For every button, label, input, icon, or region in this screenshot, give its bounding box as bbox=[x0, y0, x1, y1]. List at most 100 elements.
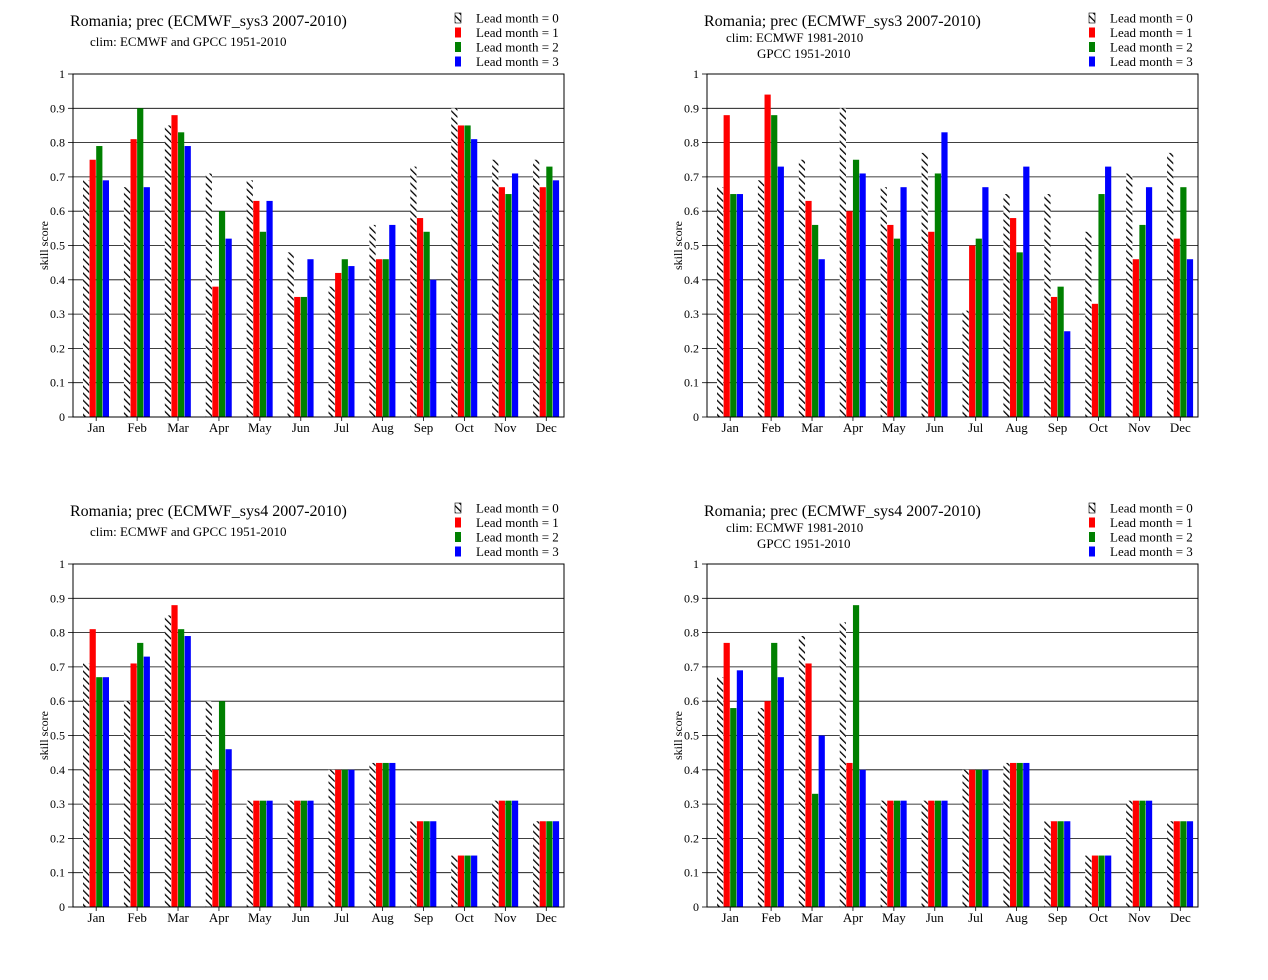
legend-swatch bbox=[1089, 27, 1095, 38]
bar-feb-lead1 bbox=[764, 701, 771, 907]
x-tick-label: Jun bbox=[292, 910, 311, 925]
plot-frame bbox=[72, 73, 565, 418]
y-tick-label: 0.2 bbox=[684, 831, 699, 845]
bar-mar-lead2 bbox=[178, 132, 185, 417]
bar-apr-lead1 bbox=[212, 286, 219, 417]
x-tick-label: Aug bbox=[1005, 420, 1028, 435]
bar-feb-lead2 bbox=[771, 115, 778, 417]
bar-aug-lead3 bbox=[1023, 762, 1030, 907]
x-tick-label: Jul bbox=[334, 910, 350, 925]
bar-nov-lead0 bbox=[492, 800, 499, 907]
x-tick-label: Mar bbox=[167, 420, 189, 435]
bar-apr-lead1 bbox=[212, 769, 219, 907]
legend-label: Lead month = 3 bbox=[1110, 544, 1193, 559]
bar-aug-lead0 bbox=[1003, 194, 1010, 417]
bar-oct-lead2 bbox=[464, 125, 471, 417]
x-tick-label: Apr bbox=[843, 910, 864, 925]
bar-may-lead3 bbox=[900, 800, 907, 907]
bar-dec-lead3 bbox=[552, 821, 560, 907]
legend-label: Lead month = 0 bbox=[1110, 501, 1193, 516]
bar-jan-lead1 bbox=[723, 115, 730, 417]
x-tick-label: Jun bbox=[926, 420, 945, 435]
bar-jan-lead0 bbox=[83, 663, 90, 907]
y-tick-label: 0 bbox=[693, 410, 699, 424]
bar-nov-lead1 bbox=[498, 187, 505, 417]
bar-aug-lead1 bbox=[1010, 762, 1017, 907]
bar-jan-lead0 bbox=[717, 677, 724, 907]
x-tick-label: Feb bbox=[761, 910, 781, 925]
bar-jun-lead0 bbox=[921, 800, 928, 907]
y-tick-label: 1 bbox=[693, 557, 699, 571]
y-tick-label: 0.2 bbox=[50, 341, 65, 355]
bar-jun-lead3 bbox=[941, 132, 948, 417]
legend-label: Lead month = 0 bbox=[1110, 11, 1193, 26]
bar-aug-lead0 bbox=[369, 762, 376, 907]
bar-sep-lead2 bbox=[423, 231, 430, 417]
bar-mar-lead1 bbox=[171, 115, 178, 417]
bar-dec-lead3 bbox=[1186, 259, 1194, 417]
x-tick-label: Sep bbox=[1048, 910, 1068, 925]
x-tick-label: Jul bbox=[968, 910, 984, 925]
y-tick-label: 0.7 bbox=[684, 170, 699, 184]
x-tick-label: Sep bbox=[414, 910, 434, 925]
y-tick-label: 0.5 bbox=[50, 729, 65, 743]
bar-aug-lead2 bbox=[382, 762, 389, 907]
x-tick-label: Jul bbox=[968, 420, 984, 435]
x-tick-label: Nov bbox=[494, 910, 517, 925]
bar-mar-lead2 bbox=[178, 629, 185, 907]
bar-may-lead0 bbox=[246, 800, 253, 907]
bar-mar-lead0 bbox=[798, 159, 806, 417]
y-axis-label: skill score bbox=[671, 711, 685, 760]
y-tick-label: 1 bbox=[693, 67, 699, 81]
bar-jun-lead0 bbox=[287, 252, 294, 417]
bar-sep-lead0 bbox=[410, 166, 417, 417]
x-tick-label: Feb bbox=[761, 420, 781, 435]
bar-oct-lead2 bbox=[464, 855, 471, 907]
bar-jun-lead0 bbox=[921, 152, 928, 417]
bar-dec-lead0 bbox=[1167, 821, 1174, 907]
bar-sep-lead1 bbox=[416, 821, 424, 907]
bar-jun-lead2 bbox=[934, 173, 941, 417]
x-tick-label: Dec bbox=[1170, 420, 1191, 435]
bar-mar-lead3 bbox=[818, 259, 825, 417]
y-tick-label: 0.7 bbox=[684, 660, 699, 674]
bar-feb-lead0 bbox=[123, 701, 131, 907]
x-tick-label: Jan bbox=[722, 910, 740, 925]
legend-swatch bbox=[454, 502, 462, 514]
bar-apr-lead2 bbox=[852, 605, 860, 907]
chart-title: Romania; prec (ECMWF_sys4 2007-2010) bbox=[70, 503, 347, 520]
bar-oct-lead1 bbox=[1091, 303, 1099, 417]
y-tick-label: 0.4 bbox=[50, 273, 65, 287]
bar-apr-lead1 bbox=[846, 762, 853, 907]
bar-mar-lead0 bbox=[164, 615, 172, 907]
bar-feb-lead1 bbox=[764, 94, 771, 417]
bar-jan-lead1 bbox=[89, 159, 96, 417]
y-tick-label: 0.2 bbox=[50, 831, 65, 845]
x-tick-label: Aug bbox=[371, 420, 394, 435]
y-tick-label: 0.7 bbox=[50, 660, 65, 674]
bar-nov-lead2 bbox=[1139, 800, 1146, 907]
bar-oct-lead3 bbox=[1105, 166, 1112, 417]
bar-may-lead0 bbox=[880, 800, 887, 907]
y-tick-label: 0.9 bbox=[50, 101, 65, 115]
legend-swatch bbox=[1088, 12, 1096, 24]
bar-may-lead2 bbox=[893, 238, 901, 417]
bar-dec-lead2 bbox=[546, 166, 553, 417]
x-tick-label: Mar bbox=[801, 420, 823, 435]
bar-dec-lead0 bbox=[1167, 152, 1174, 417]
plot-frame bbox=[706, 73, 1199, 418]
bar-jul-lead2 bbox=[341, 769, 348, 907]
bar-jan-lead2 bbox=[96, 146, 103, 417]
chart-subtitle: clim: ECMWF 1981-2010 bbox=[726, 520, 863, 535]
bar-sep-lead3 bbox=[430, 279, 437, 417]
bar-aug-lead3 bbox=[389, 762, 396, 907]
x-tick-label: May bbox=[882, 910, 906, 925]
y-tick-label: 0.4 bbox=[50, 763, 65, 777]
bar-dec-lead1 bbox=[1173, 821, 1180, 907]
bar-mar-lead0 bbox=[798, 636, 806, 907]
bar-apr-lead2 bbox=[218, 211, 226, 417]
bar-feb-lead3 bbox=[143, 656, 150, 907]
bar-nov-lead1 bbox=[498, 800, 505, 907]
bar-sep-lead0 bbox=[1044, 821, 1051, 907]
y-tick-label: 0.3 bbox=[684, 797, 699, 811]
